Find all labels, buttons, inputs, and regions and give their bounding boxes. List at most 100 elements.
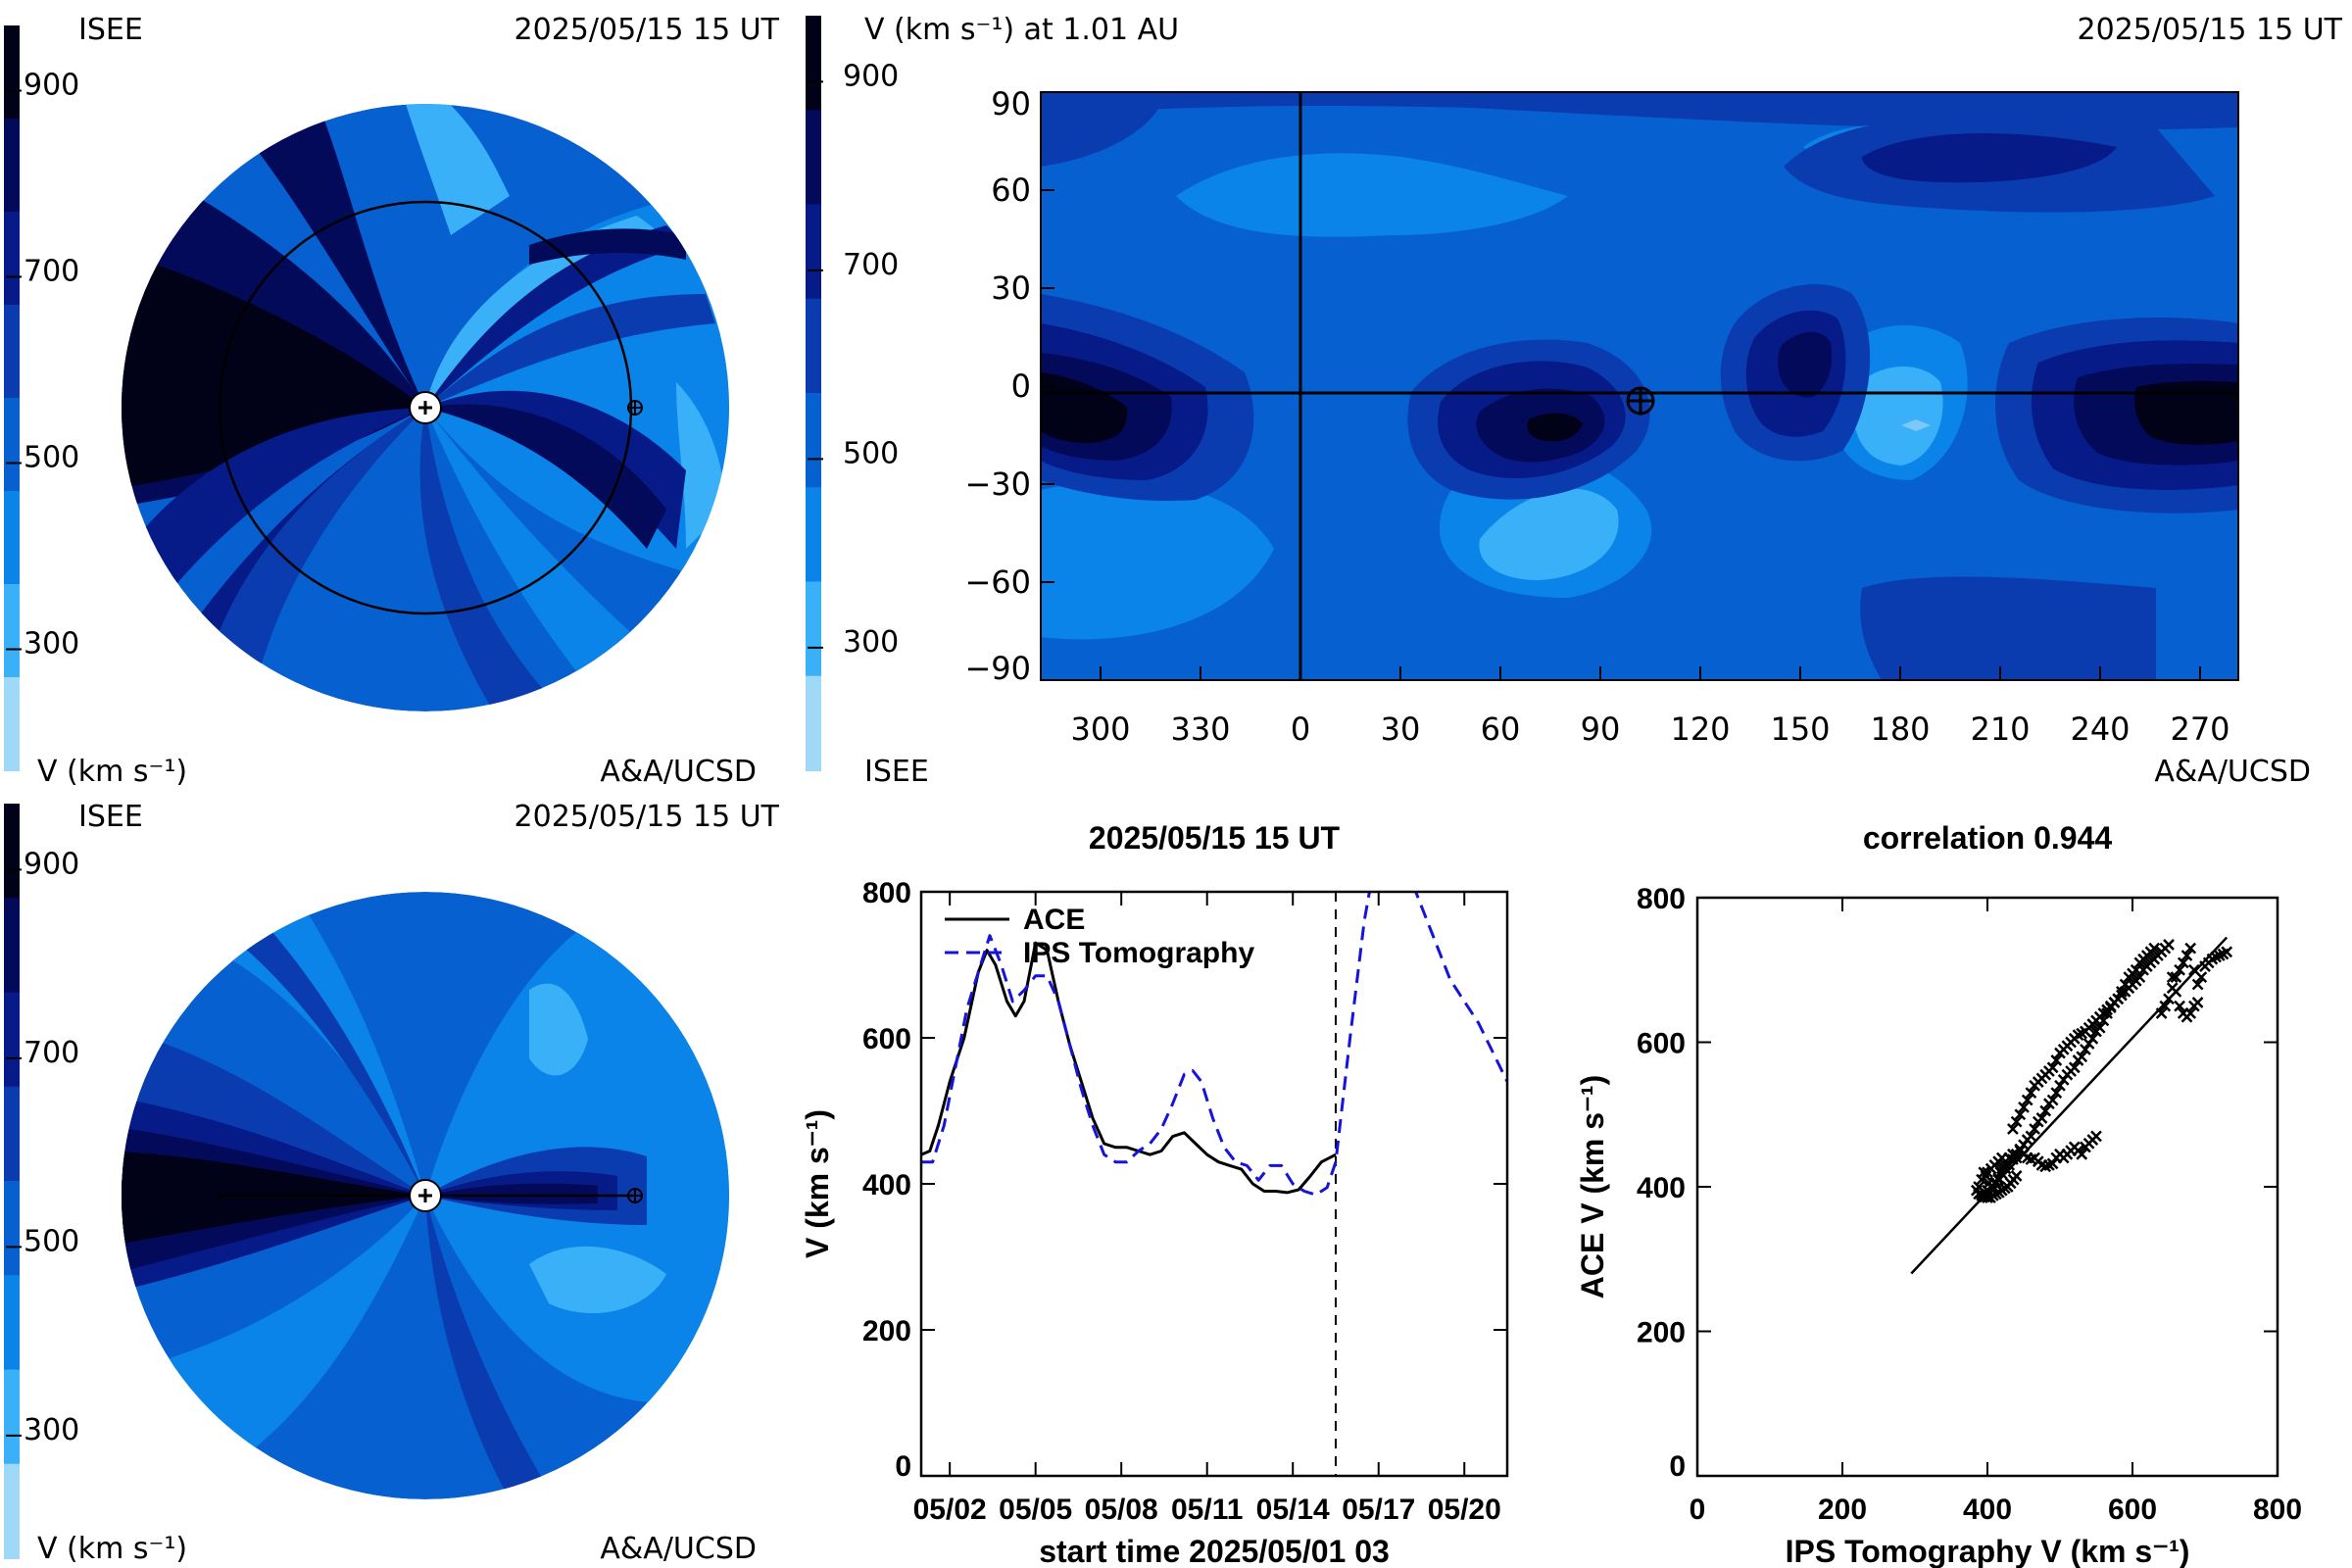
- series-ips-line: [921, 892, 1507, 1197]
- equatorial-region: [425, 390, 686, 549]
- scatter-point: [2007, 1123, 2019, 1135]
- scatter-y-tick-label: 0: [1669, 1450, 1686, 1483]
- synoptic-y-tick-label: 90: [991, 85, 1031, 122]
- legend-ips-label: IPS Tomography: [1023, 937, 1254, 969]
- synoptic-x-tick-label: 300: [1070, 710, 1130, 748]
- scatter-point: [2029, 1123, 2040, 1135]
- scatter-y-label: ACE V (km s⁻¹): [1575, 1075, 1610, 1298]
- scatter-y-tick-label: 800: [1637, 883, 1686, 915]
- timeseries-x-label: start time 2025/05/01 03: [1039, 1534, 1390, 1568]
- scatter-x-tick-label: 600: [2108, 1494, 2157, 1526]
- colorbar-band: [806, 487, 821, 583]
- timeseries-panel: 2025/05/15 15 UT 0 200 400 600 800 05/02 05/05…: [800, 820, 1509, 1568]
- meridional-region: [425, 1196, 549, 1499]
- synoptic-x-tick-label: 210: [1970, 710, 2030, 748]
- colorbar-tick-label: 700: [843, 248, 899, 282]
- synoptic-region: [1176, 153, 1568, 237]
- scatter-point: [2039, 1104, 2052, 1117]
- synoptic-region: [1041, 92, 1166, 167]
- synoptic-x-tick-label: 30: [1381, 710, 1421, 748]
- scatter-point: [2159, 1000, 2172, 1012]
- scatter-point: [2010, 1115, 2023, 1128]
- scatter-point: [2184, 942, 2197, 955]
- meridional-panel: ISEE 2025/05/15 15 UT: [37, 800, 780, 1566]
- timeseries-legend: ACE IPS Tomography: [945, 904, 1254, 969]
- colorbar-tick-label: 900: [843, 59, 899, 93]
- colorbar-tick-label: 300: [24, 627, 79, 662]
- timeseries-y-label: V (km s⁻¹): [800, 1109, 835, 1258]
- equatorial-label: ISEE: [78, 13, 143, 47]
- scatter-point: [2177, 956, 2189, 969]
- scatter-point: [2221, 946, 2233, 958]
- timeseries-y-tick-label: 200: [862, 1315, 911, 1348]
- scatter-point: [2093, 1021, 2106, 1034]
- synoptic-x-tick-label: 120: [1670, 710, 1730, 748]
- synoptic-region: [1901, 419, 1931, 431]
- colorbar-band: [806, 16, 821, 112]
- synoptic-y-tick-label: −30: [964, 466, 1031, 503]
- scatter-point: [2014, 1108, 2027, 1121]
- synoptic-region: [1778, 331, 1833, 398]
- colorbar-band: [4, 677, 20, 771]
- colorbar-band: [4, 584, 20, 678]
- meridional-region: [425, 1183, 598, 1204]
- synoptic-region: [1860, 576, 2156, 680]
- colorbar-band: [806, 581, 821, 677]
- earth-marker: [627, 400, 643, 416]
- colorbar-band: [4, 305, 20, 399]
- sun-marker: [409, 1179, 442, 1212]
- scatter-point: [2046, 1157, 2059, 1170]
- synoptic-footer-left: ISEE: [864, 755, 929, 789]
- scatter-point: [2046, 1061, 2059, 1074]
- synoptic-x-tick-label: 60: [1481, 710, 1521, 748]
- timeseries-axes: 0 200 400 600 800 05/02 05/05 05/08 05/11 05/14 05…: [862, 877, 1507, 1526]
- meridional-region: [157, 1196, 425, 1470]
- synoptic-footer-right: A&A/UCSD: [2154, 755, 2311, 789]
- colorbar-band: [4, 1086, 20, 1182]
- colorbar-band: [806, 110, 821, 206]
- timeseries-title: 2025/05/15 15 UT: [1089, 820, 1341, 856]
- synoptic-panel: V (km s⁻¹) at 1.01 AU 2025/05/15 15 UT: [864, 13, 2343, 789]
- scatter-x-tick-label: 0: [1690, 1494, 1706, 1526]
- meridional-label: ISEE: [78, 800, 143, 834]
- meridional-region: [529, 1246, 666, 1313]
- legend-ace-label: ACE: [1023, 904, 1085, 936]
- scatter-point: [2174, 1000, 2185, 1012]
- scatter-point: [2076, 1148, 2088, 1160]
- synoptic-x-tick-label: 180: [1870, 710, 1930, 748]
- colorbar-tick-label: 300: [24, 1413, 79, 1447]
- synoptic-region: [1041, 372, 1128, 443]
- synoptic-map: [1041, 92, 2238, 680]
- colorbar-band: [806, 675, 821, 771]
- colorbar-synoptic: 900 700 500 300: [806, 16, 899, 771]
- earth-marker: [1626, 386, 1655, 416]
- equatorial-region: [425, 408, 647, 686]
- scatter-point: [2025, 1087, 2037, 1100]
- scatter-point: [2195, 971, 2208, 984]
- colorbar-band: [4, 25, 20, 120]
- colorbar-tick-label: 500: [24, 1224, 79, 1258]
- colorbar-band: [4, 1275, 20, 1371]
- colorbar-band: [4, 1463, 20, 1559]
- timeseries-series: [921, 892, 1507, 1476]
- timeseries-y-tick-label: 600: [862, 1023, 911, 1055]
- timeseries-x-tick-label: 05/08: [1085, 1494, 1158, 1526]
- scatter-panel: correlation 0.944 0 200 400 600 800 0 200 400 60…: [1575, 820, 2302, 1568]
- scatter-point: [2148, 942, 2161, 955]
- colorbar-tick-label: 500: [843, 436, 899, 470]
- synoptic-x-tick-label: 150: [1770, 710, 1830, 748]
- synoptic-x-tick-label: 0: [1291, 710, 1310, 748]
- synoptic-x-tick-label: 270: [2170, 710, 2230, 748]
- scatter-x-tick-label: 200: [1818, 1494, 1867, 1526]
- scatter-point: [2170, 971, 2182, 984]
- colorbar-band: [4, 1369, 20, 1465]
- synoptic-y-tick-label: 0: [1011, 368, 1031, 405]
- scatter-point: [2035, 1112, 2048, 1124]
- colorbar-tick-label: 700: [24, 1036, 79, 1070]
- scatter-marks: [1910, 936, 2233, 1275]
- synoptic-x-tick-label: 90: [1581, 710, 1621, 748]
- timeseries-y-tick-label: 400: [862, 1169, 911, 1201]
- scatter-point: [2076, 1051, 2088, 1063]
- colorbar-band: [806, 298, 821, 394]
